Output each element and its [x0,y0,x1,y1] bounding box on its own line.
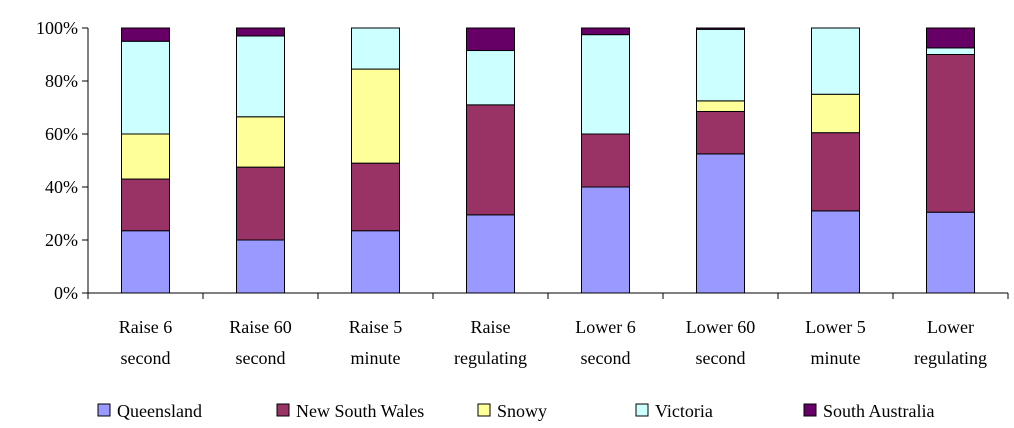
bar-segment-new-south-wales-4 [466,104,515,216]
bar-segment-new-south-wales-1 [121,178,170,232]
category-label: Lower 5 [805,317,865,337]
bar-segment-victoria-5 [581,34,630,135]
category-label: second [696,348,746,368]
category-label: Lower 60 [686,317,755,337]
y-tick-label: 60% [45,124,78,144]
category-label: regulating [914,348,987,368]
bar-segment-new-south-wales-2 [236,166,285,241]
bar-segment-snowy-3 [351,68,400,164]
bar-segment-south-australia-5 [581,27,630,36]
legend-swatch-south-australia [803,403,817,417]
y-tick-label: 40% [45,177,78,197]
y-tick-label: 20% [45,230,78,250]
category-label: second [581,348,631,368]
category-label: Raise [471,317,511,337]
category-label: regulating [454,348,527,368]
bar-segment-queensland-1 [121,230,170,294]
bar-segment-snowy-6 [696,100,745,112]
category-label: Lower [927,317,974,337]
category-label: Raise 5 [349,317,403,337]
legend-label-queensland: Queensland [117,401,202,421]
y-tick-label: 0% [54,283,78,303]
legend-label-snowy: Snowy [497,401,547,421]
bar-segment-queensland-6 [696,153,745,294]
legend-swatch-snowy [477,403,491,417]
bar-segment-south-australia-4 [466,27,515,52]
bar-segment-victoria-8 [926,47,975,56]
legend-label-south-australia: South Australia [823,401,935,421]
bar-segment-new-south-wales-8 [926,54,975,213]
bar-segment-new-south-wales-7 [811,132,860,212]
bar-segment-new-south-wales-5 [581,133,630,188]
category-label: Raise 60 [229,317,292,337]
bar-segment-victoria-7 [811,27,860,95]
legend-swatch-new-south-wales [276,403,290,417]
bar-segment-queensland-7 [811,210,860,294]
bar-segment-new-south-wales-3 [351,162,400,232]
bar-segment-queensland-8 [926,211,975,294]
bar-segment-new-south-wales-6 [696,110,745,155]
bar-segment-victoria-6 [696,28,745,102]
legend: Queensland New South Wales Snowy Victoria So… [97,401,935,421]
category-label: Raise 6 [119,317,173,337]
legend-swatch-victoria [635,403,649,417]
bar-segment-victoria-4 [466,50,515,106]
legend-label-victoria: Victoria [655,401,713,421]
legend-label-new-south-wales: New South Wales [296,401,424,421]
bar-segment-snowy-2 [236,116,285,168]
axes-layer: 0% 20% 40% 60% 80% 100% Raise 6 second Raise 60 s… [36,18,1009,368]
y-tick-label: 80% [45,71,78,91]
category-label: minute [811,348,861,368]
category-label: minute [351,348,401,368]
bar-segment-queensland-4 [466,214,515,294]
bar-segment-queensland-3 [351,230,400,294]
bar-segment-south-australia-8 [926,27,975,49]
bar-segment-victoria-3 [351,27,400,70]
bar-segment-victoria-2 [236,35,285,118]
legend-swatch-queensland [97,403,111,417]
bar-segment-south-australia-1 [121,27,170,42]
category-label: Lower 6 [575,317,635,337]
bar-segment-snowy-1 [121,133,170,180]
bar-segment-snowy-7 [811,93,860,134]
bar-segment-queensland-2 [236,239,285,294]
y-tick-label: 100% [36,18,78,38]
bar-segment-victoria-1 [121,40,170,135]
bar-segment-south-australia-2 [236,27,285,37]
bars-layer [121,27,975,294]
bar-segment-queensland-5 [581,186,630,294]
bar-segment-south-australia-6 [696,27,745,30]
category-label: second [121,348,171,368]
category-label: second [236,348,286,368]
